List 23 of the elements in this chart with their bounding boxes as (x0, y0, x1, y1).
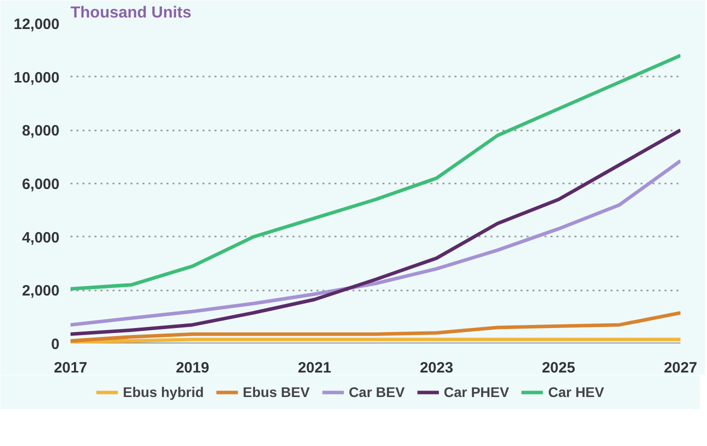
legend-label: Ebus hybrid (122, 384, 204, 400)
y-tick-label: 8,000 (22, 122, 60, 140)
line-series (70, 128, 680, 336)
x-tick-label: 2021 (298, 360, 332, 376)
x-tick-label: 2025 (542, 360, 576, 376)
legend-label: Car PHEV (444, 384, 510, 400)
y-tick-label: 4,000 (22, 229, 60, 246)
y-tick-label: 0 (51, 336, 60, 353)
line-series (70, 159, 680, 327)
y-tick-label: 6,000 (22, 176, 60, 193)
y-tick-label: 12,000 (14, 16, 60, 33)
legend-label: Car BEV (348, 384, 405, 400)
line-series (70, 311, 680, 343)
legend-label: Ebus BEV (242, 384, 310, 400)
y-tick-label: 2,000 (22, 282, 60, 300)
x-tick-label: 2017 (54, 360, 88, 376)
x-tick-label: 2023 (420, 360, 454, 376)
y-axis-title: Thousand Units (70, 4, 192, 22)
legend-label: Car HEV (548, 384, 604, 400)
y-tick-label: 10,000 (14, 69, 60, 86)
x-tick-label: 2027 (664, 360, 698, 376)
x-tick-label: 2019 (176, 360, 210, 376)
line-series (70, 54, 680, 291)
